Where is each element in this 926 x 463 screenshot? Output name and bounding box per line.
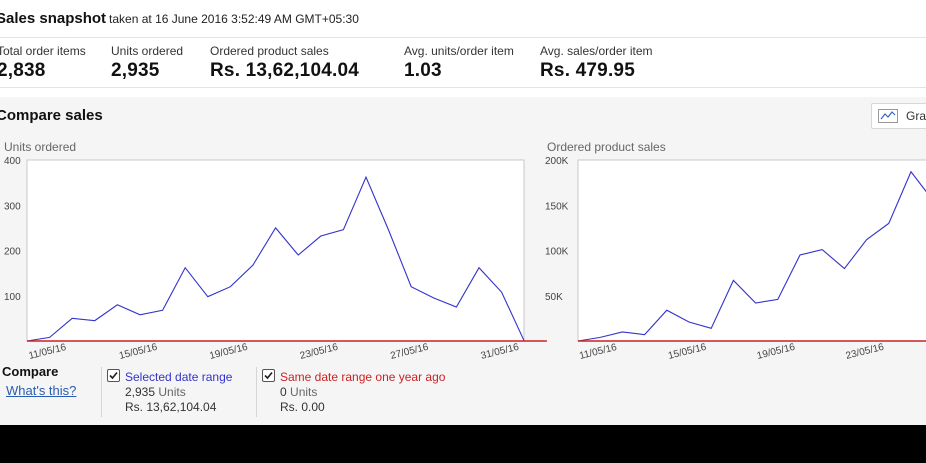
compare-sales-panel: Compare sales Graph Units ordered Ordere… <box>0 97 926 425</box>
selected-range-sales: Rs. 13,62,104.04 <box>125 400 217 414</box>
sales-dashboard: Sales snapshot taken at 16 June 2016 3:52… <box>0 0 926 425</box>
sales-xtick-label: 23/05/16 <box>845 342 886 362</box>
metric-value: 2,838 <box>0 60 46 81</box>
units-ytick-label: 200 <box>4 247 21 258</box>
metric-avg-units-per-order-item: Avg. units/order item 1.03 <box>404 44 514 82</box>
metric-value: 1.03 <box>404 60 442 81</box>
selected-units-value: 2,935 <box>125 385 156 399</box>
sales-xtick-label: 15/05/16 <box>667 342 708 362</box>
metric-value: Rs. 13,62,104.04 <box>210 60 359 81</box>
line-chart-icon <box>878 109 898 123</box>
checkmark-icon <box>264 371 273 380</box>
snapshot-timestamp: taken at 16 June 2016 3:52:49 AM GMT+05:… <box>109 12 359 26</box>
metric-total-order-items: Total order items 2,838 <box>0 44 86 82</box>
legend-divider <box>256 367 257 417</box>
compare-sales-title: Compare sales <box>0 107 103 124</box>
metric-label: Total order items <box>0 44 86 58</box>
sales-ytick-label: 150K <box>545 201 569 212</box>
metric-value: Rs. 479.95 <box>540 60 635 81</box>
selected-range-units: 2,935 Units <box>125 385 186 399</box>
sales-series-selected <box>577 170 926 342</box>
selected-units-label: Units <box>158 385 186 399</box>
sales-xtick-label: 11/05/16 <box>578 342 618 362</box>
units-plot-area <box>26 159 525 342</box>
last-year-label: Same date range one year ago <box>280 370 446 384</box>
sales-ytick-label: 200K <box>545 156 569 167</box>
snapshot-heading: Sales snapshot <box>0 10 107 27</box>
metric-label: Avg. sales/order item <box>540 44 653 58</box>
metric-value: 2,935 <box>111 60 160 81</box>
metric-label: Units ordered <box>111 44 184 58</box>
sales-ytick-label: 100K <box>545 247 569 258</box>
compare-label: Compare <box>2 364 59 379</box>
selected-range-checkbox[interactable] <box>107 369 120 382</box>
last-year-sales: Rs. 0.00 <box>280 400 325 414</box>
legend-divider <box>101 367 102 417</box>
divider-metrics <box>0 87 926 88</box>
last-year-units-label: Units <box>290 385 318 399</box>
graph-view-button[interactable]: Graph <box>871 103 926 129</box>
divider-top <box>0 37 926 38</box>
metric-label: Ordered product sales <box>210 44 329 58</box>
graph-view-label: Graph <box>906 109 926 123</box>
ordered-product-sales-chart: 200K 150K 100K 50K 11/05/16 15/05/16 19/05/16 2… <box>545 156 926 362</box>
units-series-selected <box>26 175 547 342</box>
last-year-units-value: 0 <box>280 385 287 399</box>
sales-plot-area <box>577 159 926 342</box>
last-year-checkbox[interactable] <box>262 369 275 382</box>
metric-ordered-product-sales: Ordered product sales Rs. 13,62,104.04 <box>210 44 359 82</box>
metric-label: Avg. units/order item <box>404 44 514 58</box>
metric-units-ordered: Units ordered 2,935 <box>111 44 183 82</box>
sales-ytick-label: 50K <box>545 292 563 303</box>
last-year-units: 0 Units <box>280 385 317 399</box>
whats-this-link[interactable]: What's this? <box>6 383 77 398</box>
metric-avg-sales-per-order-item: Avg. sales/order item Rs. 479.95 <box>540 44 653 82</box>
snapshot-title: Sales snapshot taken at 16 June 2016 3:52… <box>0 10 359 27</box>
checkmark-icon <box>109 371 118 380</box>
sales-chart-ylabel: Ordered product sales <box>547 140 666 154</box>
selected-range-label: Selected date range <box>125 370 233 384</box>
units-ytick-label: 300 <box>4 201 21 212</box>
sales-xtick-label: 19/05/16 <box>756 342 797 362</box>
units-chart-ylabel: Units ordered <box>4 140 77 154</box>
units-ytick-label: 100 <box>4 292 21 303</box>
units-ytick-label: 400 <box>4 156 21 167</box>
